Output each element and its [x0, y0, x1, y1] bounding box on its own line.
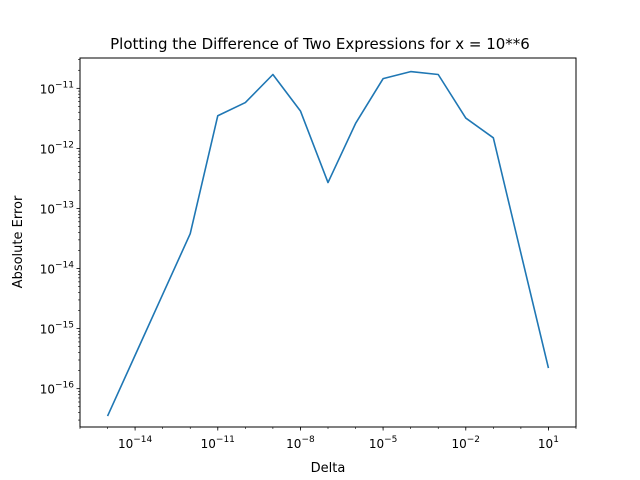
- x-tick-label: 101: [538, 435, 559, 451]
- y-tick-label: 10−14: [40, 261, 75, 277]
- x-axis: 10−14 10−11 10−8 10−5 10−2 101: [79, 427, 577, 451]
- x-tick-label: 10−8: [286, 435, 315, 451]
- x-tick-label: 10−2: [451, 435, 480, 451]
- y-tick-label: 10−12: [40, 140, 74, 156]
- x-tick-label: 10−11: [201, 435, 235, 451]
- chart-title: Plotting the Difference of Two Expressio…: [110, 35, 530, 53]
- series-line-0: [106, 70, 550, 417]
- y-tick-label: 10−11: [40, 80, 74, 96]
- x-tick-label: 10−14: [118, 435, 153, 451]
- y-axis: 10−16 10−15 10−14 10−13 10−12 10−11: [40, 59, 80, 421]
- axes-frame: [79, 57, 577, 428]
- y-axis-label: Absolute Error: [11, 195, 26, 288]
- x-axis-label: Delta: [311, 461, 346, 476]
- y-tick-label: 10−15: [40, 321, 74, 337]
- y-tick-label: 10−13: [40, 200, 74, 216]
- plot-area: [106, 70, 550, 417]
- y-tick-label: 10−16: [40, 381, 75, 397]
- x-tick-label: 10−5: [369, 435, 398, 451]
